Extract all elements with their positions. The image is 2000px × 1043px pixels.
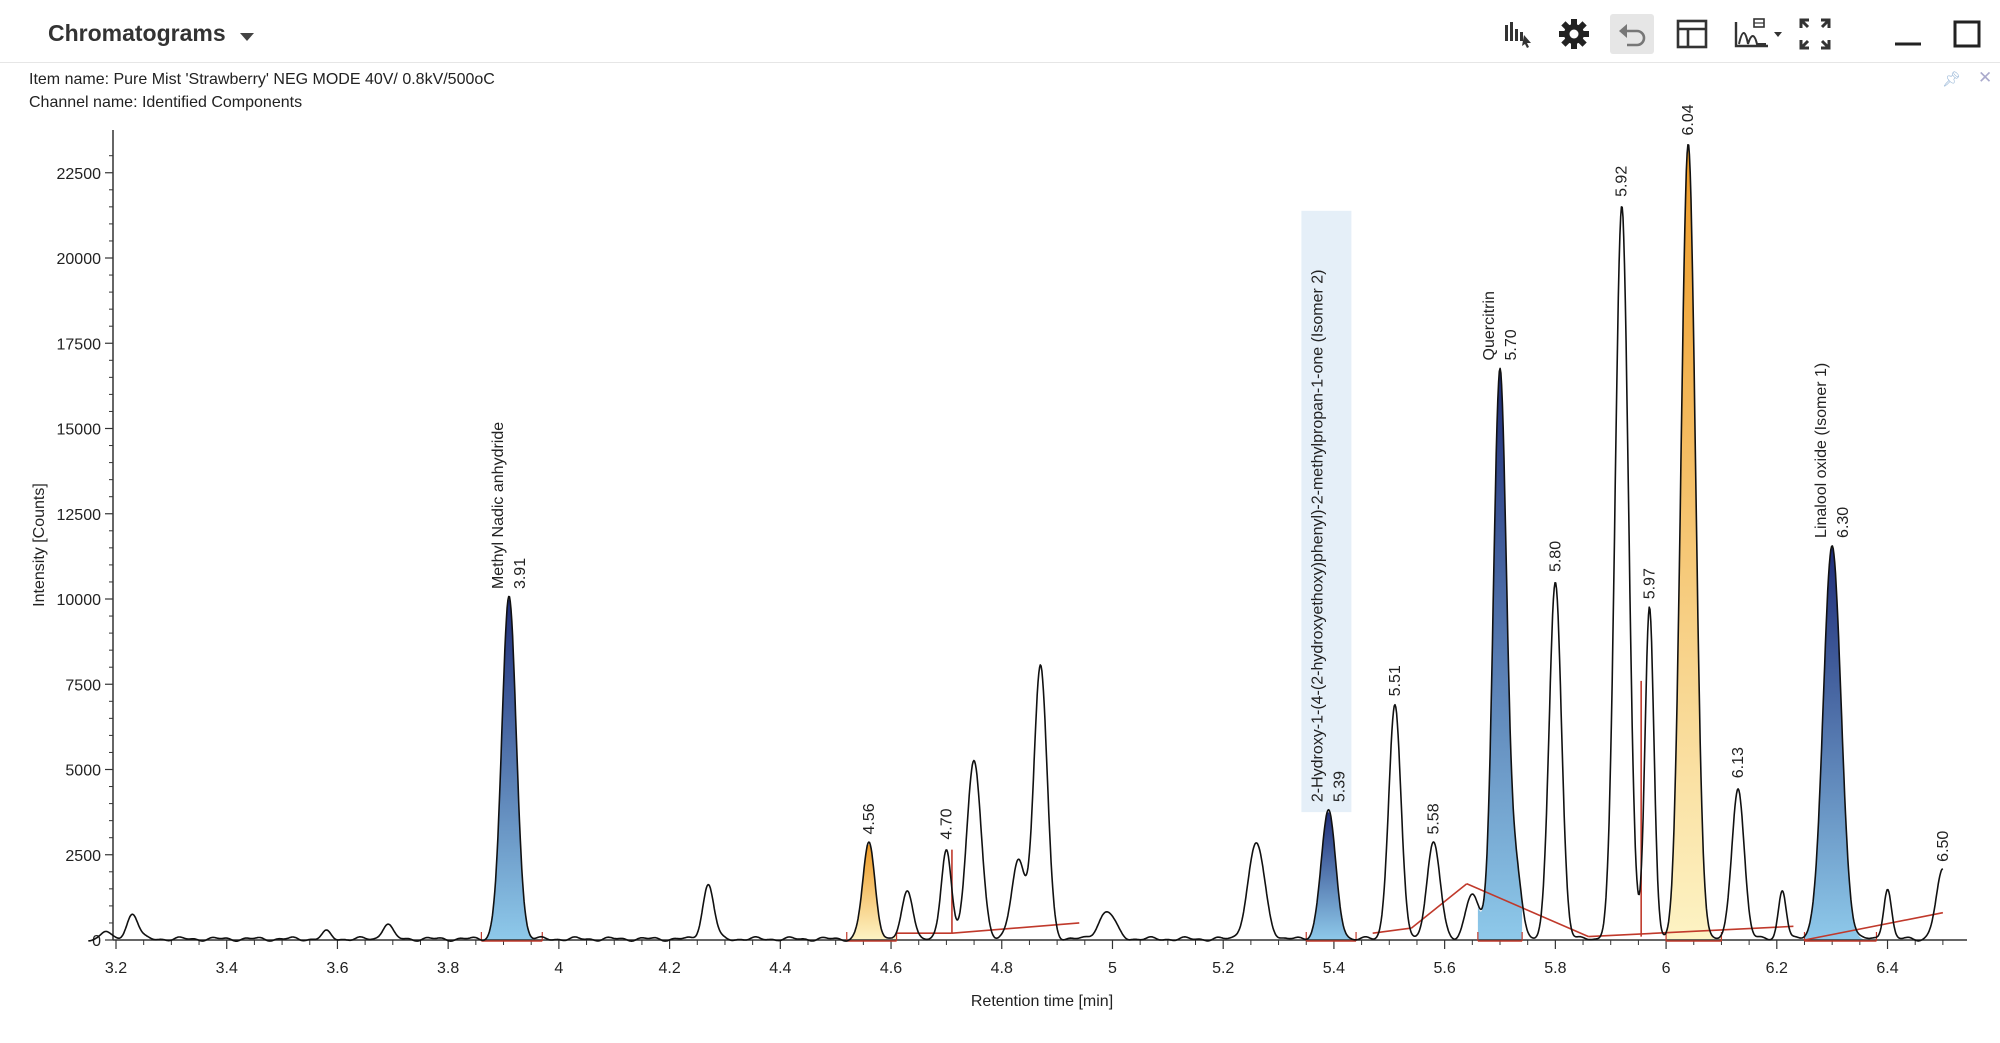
filled-peak-area[interactable]: [846, 844, 897, 941]
table-layout-icon[interactable]: [1670, 14, 1714, 54]
minimize-icon[interactable]: [1886, 14, 1930, 54]
integration-baseline: [1588, 925, 1794, 938]
peak-retention-time: 3.91: [512, 558, 529, 589]
integration-baseline: [951, 922, 1080, 934]
filled-peak-area[interactable]: [1477, 369, 1523, 940]
peak-label[interactable]: 5.51: [1387, 665, 1404, 696]
peak-retention-time: 5.80: [1547, 541, 1564, 572]
chromatogram-trace[interactable]: [88, 144, 1944, 942]
peak-label[interactable]: 5.92: [1614, 166, 1631, 197]
peak-retention-time: 4.70: [938, 808, 955, 839]
x-tick-label: 6.2: [1766, 960, 1788, 977]
peak-retention-time: 6.04: [1680, 104, 1697, 135]
close-icon[interactable]: ✕: [1978, 68, 1993, 87]
peak-retention-time: 5.58: [1426, 803, 1443, 834]
y-tick-label: 20000: [57, 251, 102, 268]
y-axis-label: Intensity [Counts]: [31, 483, 48, 607]
chart-view-dropdown-icon[interactable]: [1730, 14, 1790, 54]
peak-compound-name: Quercitrin: [1481, 291, 1498, 360]
filled-peak-area[interactable]: [1666, 145, 1722, 941]
filled-peak-area[interactable]: [1306, 812, 1357, 940]
maximize-icon[interactable]: [1945, 14, 1989, 54]
channel-name: Channel name: Identified Components: [29, 94, 303, 111]
peak-label[interactable]: 5.80: [1547, 541, 1564, 572]
peak-label[interactable]: 5.97: [1642, 568, 1659, 599]
y-tick-label: 15000: [57, 422, 102, 439]
x-tick-label: 6.4: [1876, 960, 1898, 977]
x-tick-label: 3.4: [216, 960, 238, 977]
peak-label[interactable]: 2-Hydroxy-1-(4-(2-hydroxyethoxy)phenyl)-…: [1309, 269, 1348, 802]
peak-retention-time: 5.39: [1331, 771, 1348, 802]
x-tick-label: 4.8: [991, 960, 1013, 977]
pin-icon[interactable]: 📌︎: [1942, 71, 1962, 88]
integration-baseline: [1804, 911, 1944, 941]
peak-label[interactable]: Quercitrin 5.70: [1481, 291, 1520, 360]
peak-label[interactable]: 6.13: [1730, 747, 1747, 778]
peak-label[interactable]: 6.50: [1935, 831, 1952, 862]
peak-label[interactable]: 4.70: [938, 808, 955, 839]
x-tick-label: 4.2: [658, 960, 680, 977]
integration-baseline: [1466, 883, 1589, 938]
x-tick-label: 4.4: [769, 960, 791, 977]
y-tick-label: 2500: [65, 848, 101, 865]
caret-down-icon: [239, 32, 254, 41]
peak-retention-time: 5.51: [1387, 665, 1404, 696]
peak-retention-time: 6.30: [1835, 507, 1852, 538]
peak-label[interactable]: 5.58: [1426, 803, 1443, 834]
y-tick-label: 12500: [57, 507, 102, 524]
y-tick-label: 5000: [65, 763, 101, 780]
item-name: Item name: Pure Mist 'Strawberry' NEG MO…: [29, 71, 495, 88]
y-tick-label: 7500: [65, 677, 101, 694]
peak-compound-name: Methyl Nadic anhydride: [490, 422, 507, 589]
undo-icon[interactable]: [1610, 14, 1654, 54]
x-tick-label: 5: [1108, 960, 1117, 977]
filled-peak-area[interactable]: [481, 599, 543, 940]
peak-retention-time: 5.97: [1642, 568, 1659, 599]
peak-label[interactable]: Linalool oxide (Isomer 1) 6.30: [1813, 363, 1852, 538]
x-tick-label: 5.2: [1212, 960, 1234, 977]
y-tick-label: 17500: [57, 336, 102, 353]
fullscreen-icon[interactable]: [1793, 14, 1837, 54]
peak-label[interactable]: 4.56: [861, 803, 878, 834]
x-tick-label: 4.6: [880, 960, 902, 977]
peak-retention-time: 6.13: [1730, 747, 1747, 778]
x-tick-label: 3.6: [326, 960, 348, 977]
peak-compound-name: 2-Hydroxy-1-(4-(2-hydroxyethoxy)phenyl)-…: [1309, 269, 1326, 802]
x-tick-label: 4: [554, 960, 563, 977]
peak-label[interactable]: 6.04: [1680, 104, 1697, 135]
peak-retention-time: 4.56: [861, 803, 878, 834]
x-tick-label: 3.2: [105, 960, 127, 977]
peak-retention-time: 6.50: [1935, 831, 1952, 862]
filled-peak-area[interactable]: [1804, 547, 1877, 940]
x-axis-label: Retention time [min]: [971, 993, 1113, 1010]
peak-select-icon[interactable]: [1495, 14, 1539, 54]
y-tick-label: 0: [92, 933, 101, 950]
peak-retention-time: 5.92: [1614, 166, 1631, 197]
y-tick-label: 10000: [57, 592, 102, 609]
x-tick-label: 5.4: [1323, 960, 1345, 977]
chromatograms-dropdown[interactable]: Chromatograms: [48, 20, 254, 47]
x-tick-label: 5.8: [1544, 960, 1566, 977]
x-tick-label: 5.6: [1434, 960, 1456, 977]
chart-header: Chromatograms: [0, 0, 2000, 63]
x-tick-label: 3.8: [437, 960, 459, 977]
panel-title: Chromatograms: [48, 20, 226, 46]
y-tick-label: 22500: [57, 166, 102, 183]
peak-label[interactable]: Methyl Nadic anhydride 3.91: [490, 422, 529, 589]
chromatogram-info: Item name: Pure Mist 'Strawberry' NEG MO…: [29, 68, 495, 114]
chromatogram-chart[interactable]: 0 2500 5000 7500 10000 12500 15000 17500 20000 22…: [0, 100, 2000, 1040]
peak-compound-name: Linalool oxide (Isomer 1): [1813, 363, 1830, 538]
integration-baseline: [1410, 883, 1468, 929]
x-tick-label: 6: [1662, 960, 1671, 977]
peak-retention-time: 5.70: [1503, 329, 1520, 360]
label-highlight: [1301, 210, 1352, 813]
settings-icon[interactable]: [1552, 14, 1596, 54]
